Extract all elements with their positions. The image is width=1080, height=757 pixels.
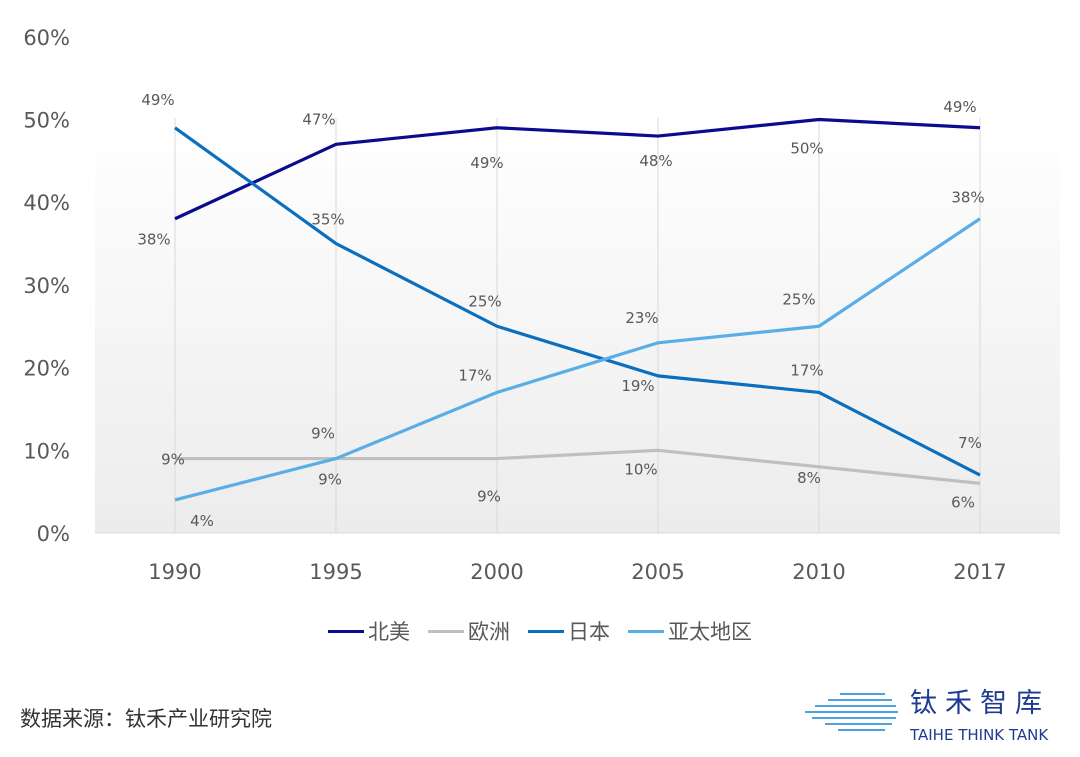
legend-swatch bbox=[628, 629, 664, 633]
legend: 北美 欧洲 日本 亚太地区 bbox=[0, 616, 1080, 646]
x-tick-label: 1990 bbox=[148, 560, 201, 584]
y-tick-label: 50% bbox=[23, 109, 70, 133]
y-tick-label: 10% bbox=[23, 439, 70, 463]
legend-swatch bbox=[428, 629, 464, 633]
data-label: 17% bbox=[790, 361, 823, 379]
y-tick-label: 30% bbox=[23, 274, 70, 298]
legend-item: 欧洲 bbox=[428, 616, 510, 646]
series-line-3 bbox=[174, 217, 981, 502]
data-label: 8% bbox=[797, 469, 821, 487]
logo: 钛禾智库 TAIHE THINK TANK bbox=[800, 688, 1060, 748]
plot-area bbox=[95, 118, 1060, 533]
x-tick-label: 2017 bbox=[953, 560, 1006, 584]
data-label: 19% bbox=[621, 377, 654, 395]
logo-stripes-icon bbox=[805, 693, 898, 731]
data-label: 49% bbox=[141, 91, 174, 109]
legend-label: 欧洲 bbox=[468, 620, 510, 644]
legend-label: 日本 bbox=[568, 620, 610, 644]
data-label: 38% bbox=[951, 189, 984, 207]
data-label: 49% bbox=[470, 154, 503, 172]
x-tick-label: 2005 bbox=[631, 560, 684, 584]
data-label: 7% bbox=[958, 434, 982, 452]
y-tick-label: 60% bbox=[23, 26, 70, 50]
data-label: 23% bbox=[625, 309, 658, 327]
data-label: 10% bbox=[624, 460, 657, 478]
legend-item: 北美 bbox=[328, 616, 410, 646]
data-label: 9% bbox=[311, 425, 335, 443]
data-label: 4% bbox=[190, 512, 214, 530]
data-label: 25% bbox=[468, 292, 501, 310]
x-tick-label: 2000 bbox=[470, 560, 523, 584]
source-note: 数据来源：钛禾产业研究院 bbox=[20, 707, 272, 731]
data-label: 9% bbox=[477, 488, 501, 506]
x-tick-label: 1995 bbox=[309, 560, 362, 584]
legend-item: 亚太地区 bbox=[628, 616, 752, 646]
series-line-0 bbox=[174, 117, 981, 221]
legend-item: 日本 bbox=[528, 616, 610, 646]
logo-cn: 钛禾智库 bbox=[910, 688, 1050, 719]
legend-swatch bbox=[528, 629, 564, 633]
data-label: 9% bbox=[318, 471, 342, 489]
data-label: 9% bbox=[161, 451, 185, 469]
y-tick-label: 0% bbox=[37, 522, 70, 546]
data-label: 6% bbox=[951, 493, 975, 511]
x-tick-label: 2010 bbox=[792, 560, 845, 584]
y-tick-label: 20% bbox=[23, 357, 70, 381]
legend-swatch bbox=[328, 629, 364, 633]
series-line-1 bbox=[175, 448, 981, 485]
data-label: 47% bbox=[302, 110, 335, 128]
data-label: 48% bbox=[639, 152, 672, 170]
data-label: 38% bbox=[137, 231, 170, 249]
logo-en: TAIHE THINK TANK bbox=[910, 726, 1049, 744]
data-label: 50% bbox=[790, 140, 823, 158]
legend-label: 亚太地区 bbox=[668, 620, 752, 644]
data-label: 35% bbox=[311, 211, 344, 229]
line-chart: 0% 10% 20% 30% 40% 50% 60% 1990 1995 2000 2005 201… bbox=[23, 26, 1060, 584]
legend-label: 北美 bbox=[368, 620, 410, 644]
data-label: 49% bbox=[943, 98, 976, 116]
y-tick-label: 40% bbox=[23, 191, 70, 215]
series-line-2 bbox=[174, 126, 981, 477]
data-label: 25% bbox=[782, 290, 815, 308]
data-label: 17% bbox=[458, 366, 491, 384]
